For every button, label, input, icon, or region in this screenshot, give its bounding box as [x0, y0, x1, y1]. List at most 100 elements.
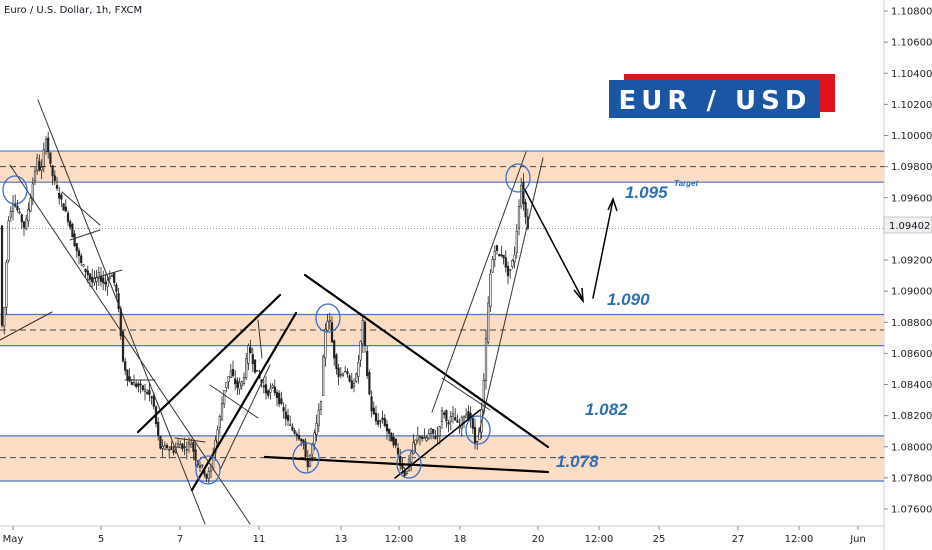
- candle-body: [473, 427, 477, 445]
- candle-body: [176, 443, 180, 448]
- candle-body: [108, 276, 111, 279]
- candle-body: [414, 439, 417, 445]
- candle-body: [432, 428, 435, 434]
- candle: [456, 414, 459, 423]
- candle-body: [368, 372, 371, 395]
- candle: [517, 199, 521, 236]
- candle: [264, 376, 268, 400]
- candle: [201, 464, 204, 469]
- candle: [25, 214, 28, 231]
- candle: [172, 445, 175, 456]
- candle-body: [361, 320, 364, 345]
- candle: [293, 428, 296, 436]
- candle-body: [495, 245, 499, 251]
- candle-body: [93, 278, 96, 283]
- candle-body: [269, 388, 272, 393]
- candle: [330, 316, 334, 343]
- candle-body: [207, 471, 210, 479]
- candle-body: [143, 389, 147, 392]
- candle-body: [38, 161, 41, 171]
- candle: [522, 173, 525, 211]
- candle: [379, 419, 382, 429]
- candle-body: [82, 264, 85, 267]
- candle: [434, 429, 437, 440]
- candle-body: [240, 381, 243, 387]
- candle-body: [71, 224, 74, 238]
- candle: [410, 449, 413, 472]
- candle: [432, 428, 435, 440]
- candle-body: [324, 329, 327, 359]
- candle: [251, 347, 254, 372]
- thin-pattern-line: [61, 191, 101, 226]
- candle-body: [137, 383, 140, 387]
- candle-body: [148, 389, 151, 396]
- projection-arrow-down: [524, 189, 584, 301]
- candle: [135, 380, 138, 389]
- candle-body: [484, 337, 488, 381]
- candle: [231, 360, 235, 378]
- candle-body: [273, 386, 276, 394]
- candle: [108, 270, 111, 280]
- candle: [366, 345, 369, 379]
- candle-body: [115, 284, 118, 292]
- candle: [520, 177, 523, 209]
- candle: [124, 357, 127, 376]
- candle: [383, 414, 386, 428]
- candle-body: [427, 433, 430, 439]
- candle-body: [80, 255, 83, 264]
- candle-body: [502, 254, 505, 259]
- candle-body: [300, 438, 303, 442]
- candle-body: [392, 436, 395, 446]
- candle: [489, 269, 492, 312]
- candle: [170, 441, 173, 451]
- candle-body: [319, 401, 323, 410]
- candle: [36, 153, 39, 175]
- candle-body: [16, 205, 19, 211]
- candle-body: [271, 385, 274, 388]
- candle-body: [348, 375, 351, 382]
- wedge-lower-line: [190, 311, 298, 492]
- candle-body: [18, 211, 21, 214]
- candle-body: [416, 434, 419, 441]
- candle-body: [293, 430, 296, 434]
- annotation-1078: 1.078: [556, 452, 599, 471]
- candle-body: [405, 470, 408, 474]
- price-tick-label: 1.08200: [891, 411, 932, 422]
- eurusd-logo: EUR / USD: [609, 74, 835, 118]
- candle: [113, 272, 116, 287]
- candle-body: [370, 396, 373, 412]
- candle: [423, 428, 426, 439]
- price-tick-label: 1.09800: [891, 162, 932, 173]
- candle: [220, 396, 224, 421]
- candle-body: [128, 376, 131, 382]
- candle-body: [337, 367, 340, 377]
- current-price-value: 1.09402: [889, 221, 930, 232]
- candle: [168, 446, 171, 459]
- candle-body: [194, 449, 197, 461]
- price-tick-label: 1.08800: [891, 318, 932, 329]
- candle-body: [425, 437, 428, 441]
- candle: [302, 439, 305, 450]
- candle-body: [44, 138, 48, 152]
- candle: [348, 373, 351, 383]
- candle: [163, 441, 166, 451]
- candle: [216, 425, 219, 445]
- candle-body: [282, 407, 285, 412]
- candle-body: [152, 395, 155, 407]
- candle-body: [335, 354, 338, 370]
- candle-body: [262, 385, 265, 388]
- candle: [447, 419, 450, 433]
- candle-body: [62, 203, 65, 211]
- candle: [487, 296, 490, 345]
- candle-body: [264, 384, 268, 394]
- candle-body: [218, 416, 221, 429]
- candle: [141, 384, 144, 392]
- candle: [328, 312, 331, 330]
- candle-body: [522, 181, 525, 204]
- candle-body: [509, 269, 512, 271]
- candle: [185, 441, 188, 460]
- candle-body: [304, 441, 307, 457]
- candle-body: [113, 272, 116, 283]
- projection-arrow-up: [592, 199, 614, 299]
- candle: [240, 380, 243, 390]
